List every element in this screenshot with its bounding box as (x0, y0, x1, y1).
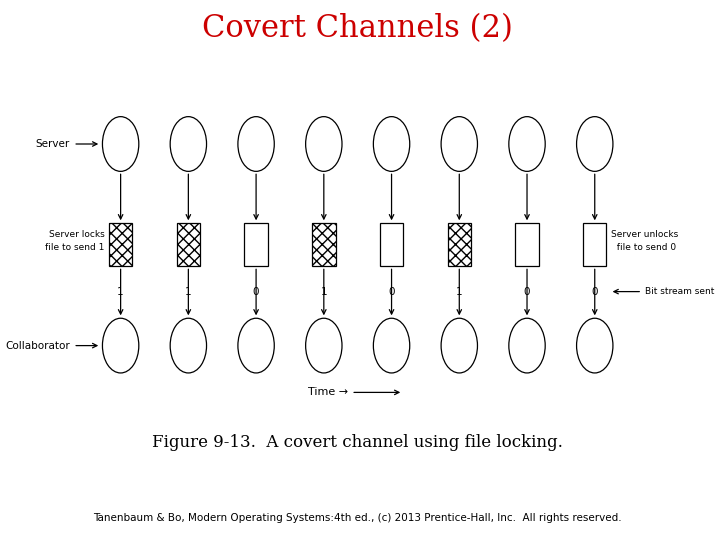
Bar (583, 223, 606, 266)
Text: 0: 0 (523, 287, 530, 296)
Text: Server unlocks
  file to send 0: Server unlocks file to send 0 (611, 231, 678, 252)
Text: Tanenbaum & Bo, Modern Operating Systems:4th ed., (c) 2013 Prentice-Hall, Inc.  : Tanenbaum & Bo, Modern Operating Systems… (94, 514, 622, 523)
Text: Server: Server (36, 139, 70, 149)
Bar (312, 223, 336, 266)
Bar (380, 223, 403, 266)
Text: 0: 0 (253, 287, 259, 296)
Text: Time →: Time → (308, 387, 348, 397)
Bar (448, 223, 471, 266)
Text: 1: 1 (320, 287, 327, 296)
Text: Server locks
file to send 1: Server locks file to send 1 (45, 231, 104, 252)
Bar (176, 223, 200, 266)
Text: 0: 0 (592, 287, 598, 296)
Text: 1: 1 (185, 287, 192, 296)
Text: Figure 9-13.  A covert channel using file locking.: Figure 9-13. A covert channel using file… (152, 434, 563, 451)
Text: Collaborator: Collaborator (5, 341, 70, 350)
Bar (516, 223, 539, 266)
Bar (244, 223, 268, 266)
Text: Bit stream sent: Bit stream sent (645, 287, 715, 296)
Text: 0: 0 (388, 287, 395, 296)
Text: Covert Channels (2): Covert Channels (2) (202, 14, 513, 44)
Text: 1: 1 (456, 287, 462, 296)
Bar (312, 223, 336, 266)
Bar (448, 223, 471, 266)
Bar (176, 223, 200, 266)
Bar (109, 223, 132, 266)
Text: 1: 1 (117, 287, 124, 296)
Bar (109, 223, 132, 266)
